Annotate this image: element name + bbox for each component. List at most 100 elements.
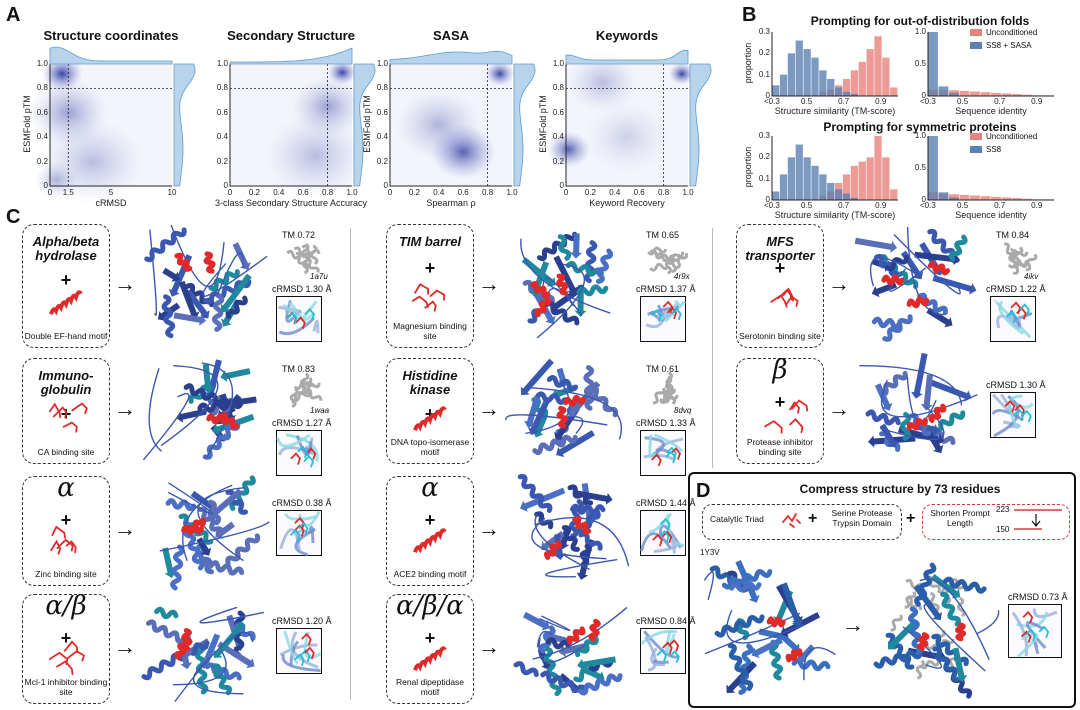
y-tick-label: 0.6	[376, 107, 388, 117]
y-tick-label: 0.4	[376, 132, 388, 142]
x-axis-label: cRMSD	[95, 198, 127, 208]
x-tick-label: 0.9	[1031, 201, 1043, 210]
motif-overlay-inset	[990, 296, 1036, 342]
plus-icon: +	[808, 510, 818, 527]
x-tick-label: 0.8	[658, 188, 670, 197]
fold-title: Histidine kinase	[402, 368, 458, 397]
y-tick-label: 0.6	[552, 107, 564, 117]
histogram-3	[927, 136, 1054, 201]
generated-protein-structure	[513, 606, 628, 697]
y-axis-label: proportion	[743, 42, 753, 84]
motif-icon	[770, 287, 799, 308]
histogram-bar	[882, 157, 890, 200]
panel-label-a: A	[6, 4, 21, 26]
density-plot-2	[389, 50, 536, 187]
histogram-bar	[835, 87, 843, 96]
histogram-bar	[850, 93, 859, 96]
right-arrow-icon: →	[828, 271, 850, 296]
prompt-card: MFS transporter + Serotonin binding site	[736, 224, 824, 348]
crmsd-value: cRMSD 1.37 Å	[636, 284, 696, 294]
prompt-card: α/β + Mcl-1 inhibitor binding site	[22, 591, 110, 704]
panel-label-d: D	[696, 480, 711, 502]
length-to: 150	[996, 525, 1010, 534]
shorten-label: Shorten Prompt Length	[930, 508, 990, 528]
motif-caption: Renal dipeptidase motif	[395, 677, 465, 697]
legend-item: Unconditioned	[970, 28, 1037, 37]
x-tick-label: 0.6	[297, 188, 309, 197]
motif-overlay-inset	[1008, 604, 1062, 658]
crmsd-value: cRMSD 1.44 Å	[636, 498, 696, 508]
histogram-bar	[938, 192, 949, 200]
y-tick-label: 0.2	[376, 156, 388, 166]
generated-protein-structure	[517, 474, 630, 580]
x-tick-label: 0	[47, 188, 53, 197]
histogram-bar	[811, 165, 819, 200]
right-arrow-icon: →	[478, 396, 500, 421]
plus-icon: +	[774, 258, 786, 278]
tm-score: TM 0.83	[282, 364, 316, 374]
x-tick-label: 0.9	[1031, 97, 1043, 106]
x-tick-label: 0.7	[838, 201, 850, 210]
pdb-id: 4r9x	[674, 272, 690, 281]
motif-icon	[764, 399, 809, 434]
y-tick-label: 1.0	[914, 131, 926, 140]
motif-caption: Double EF-hand motif	[24, 331, 108, 341]
histogram-bar	[772, 191, 780, 200]
legend-item: SS8 + SASA	[970, 41, 1032, 50]
histogram-bar	[959, 194, 970, 200]
generated-protein-structure	[520, 231, 614, 339]
histogram-bar	[928, 136, 938, 200]
histogram-bar	[866, 49, 874, 96]
compressed-protein-structure	[873, 562, 1000, 699]
motif-overlay-inset	[276, 430, 322, 476]
x-tick-label: 0.2	[248, 188, 260, 197]
generated-protein-structure	[859, 352, 978, 454]
pdb-id: 4ikv	[1024, 272, 1039, 281]
y-tick-label: 0	[383, 181, 388, 190]
tm-score: TM 0.61	[646, 364, 680, 374]
x-tick-label: 1.5	[62, 188, 74, 197]
histogram-bar	[779, 174, 788, 200]
y-tick-label: 0.2	[758, 48, 770, 58]
panel-a-title-0: Structure coordinates	[43, 28, 179, 43]
x-tick-label: 0.5	[801, 97, 813, 106]
x-tick-label: 0.4	[609, 188, 621, 197]
prompt-card: β + Protease inhibitor binding site	[736, 355, 824, 464]
y-tick-label: 0.2	[36, 156, 48, 166]
y-tick-label: 0.8	[216, 83, 228, 93]
x-tick-label: 0.5	[957, 97, 969, 106]
y-axis-label: ESMFold pTM	[362, 95, 372, 153]
y-tick-label: 0.3	[758, 27, 770, 36]
histogram-bar	[858, 61, 866, 96]
crmsd-value: cRMSD 1.33 Å	[636, 418, 696, 428]
y-tick-label: 0.3	[758, 131, 770, 140]
panel-label-c: C	[6, 206, 21, 228]
panel-a-title-3: Keywords	[595, 28, 659, 43]
plus-icon: +	[60, 270, 72, 290]
panel-a-title-2: SASA	[432, 28, 470, 43]
density-plot-0	[28, 46, 196, 205]
motif-overlay-inset	[276, 510, 322, 557]
histogram-bar	[1001, 93, 1012, 96]
plus-icon: +	[60, 628, 72, 648]
fold-title: Alpha/beta hydrolase	[32, 234, 100, 263]
x-tick-label: 0.9	[875, 201, 887, 210]
legend-item: SS8	[970, 145, 1001, 154]
histogram-bar	[772, 85, 780, 96]
x-tick-label: 0.7	[838, 97, 850, 106]
motif-icon	[413, 646, 447, 672]
motif-overlay-inset	[276, 296, 322, 342]
pdb-id: 8dvq	[674, 406, 692, 415]
histogram-bar	[949, 197, 959, 200]
generated-protein-structure	[505, 358, 622, 458]
histogram-bar	[858, 161, 866, 200]
histogram-bar	[827, 78, 835, 96]
histogram-bar	[980, 92, 991, 96]
x-tick-label: 0.7	[994, 201, 1006, 210]
tm-score: TM 0.84	[996, 230, 1030, 240]
fold-title: β	[772, 355, 788, 385]
fold-title: α/β/α	[396, 591, 464, 621]
generated-protein-structure	[141, 606, 265, 703]
fold-title: α/β	[45, 591, 87, 621]
histogram-bar	[811, 57, 819, 96]
